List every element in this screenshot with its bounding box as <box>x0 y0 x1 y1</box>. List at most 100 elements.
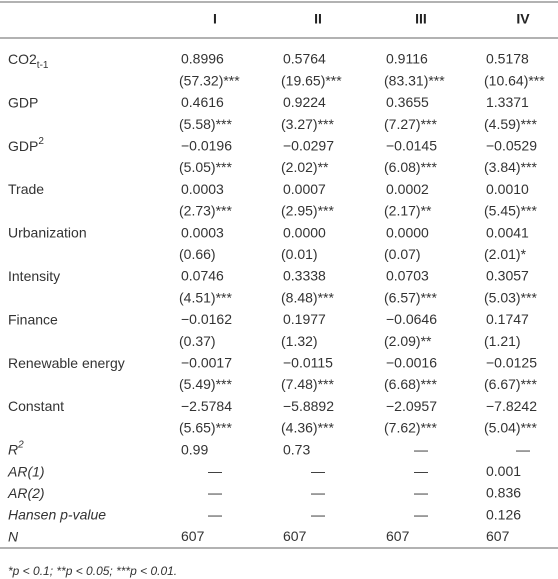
coefficient: 0.0000 <box>386 224 429 240</box>
coefficient: — <box>208 485 222 501</box>
test-statistic: (2.73)*** <box>179 203 232 219</box>
coefficient: — <box>414 506 428 522</box>
coefficient: −0.0125 <box>486 355 537 371</box>
coefficient: 0.9116 <box>386 51 428 67</box>
test-statistic: (5.58)*** <box>179 116 232 132</box>
coefficient: 0.0007 <box>283 181 326 197</box>
row-label: Finance <box>8 311 58 327</box>
coefficient: 0.4616 <box>181 94 224 110</box>
coefficient: −0.0145 <box>386 138 437 154</box>
coefficient: −2.0957 <box>386 398 437 414</box>
test-statistic: (83.31)*** <box>384 72 445 88</box>
row-label: GDP <box>8 94 38 110</box>
test-statistic: (2.02)** <box>281 159 329 175</box>
test-statistic: (5.49)*** <box>179 376 232 392</box>
coefficient: 0.99 <box>181 441 208 457</box>
row-label-text: AR(2) <box>7 485 45 501</box>
test-statistic: (6.67)*** <box>484 376 537 392</box>
coefficient: 0.3338 <box>283 268 326 284</box>
test-statistic: (8.48)*** <box>281 289 334 305</box>
test-statistic: (2.17)** <box>384 203 432 219</box>
test-statistic: (5.05)*** <box>179 159 232 175</box>
test-statistic: (6.57)*** <box>384 289 437 305</box>
test-statistic: (6.08)*** <box>384 159 437 175</box>
row-label-text: N <box>8 528 19 544</box>
coefficient: — <box>414 485 428 501</box>
test-statistic: (5.65)*** <box>179 420 232 436</box>
coefficient: 0.0002 <box>386 181 429 197</box>
row-label: AR(1) <box>7 463 45 479</box>
row-label-subscript: t-1 <box>37 60 49 71</box>
coefficient: −5.8892 <box>283 398 334 414</box>
coefficient: 0.1747 <box>486 311 529 327</box>
coefficient: 607 <box>386 528 410 544</box>
row-label-text: GDP <box>8 94 38 110</box>
test-statistic: (57.32)*** <box>179 72 240 88</box>
row-label-superscript: 2 <box>17 440 24 451</box>
coefficient: −0.0162 <box>181 311 232 327</box>
row-label: Trade <box>8 181 44 197</box>
coefficient: −0.0115 <box>283 355 333 371</box>
row-label: Renewable energy <box>8 355 125 371</box>
test-statistic: (5.04)*** <box>484 420 537 436</box>
coefficient: 0.0003 <box>181 224 224 240</box>
coefficient: −0.0529 <box>486 138 537 154</box>
row-label: AR(2) <box>7 485 45 501</box>
test-statistic: (2.01)* <box>484 246 527 262</box>
row-label: R2 <box>8 440 24 458</box>
row-label-text: Urbanization <box>8 224 87 240</box>
test-statistic: (5.45)*** <box>484 203 537 219</box>
test-statistic: (4.36)*** <box>281 420 334 436</box>
footnote: *p < 0.1; **p < 0.05; ***p < 0.01. <box>8 564 177 578</box>
row-label-text: GDP <box>8 138 38 154</box>
coefficient: 0.5178 <box>486 51 529 67</box>
coefficient: — <box>414 463 428 479</box>
test-statistic: (0.66) <box>179 246 216 262</box>
row-label: N <box>8 528 19 544</box>
test-statistic: (5.03)*** <box>484 289 537 305</box>
test-statistic: (0.07) <box>384 246 421 262</box>
coefficient: 0.836 <box>486 485 521 501</box>
coefficient: 0.126 <box>486 506 521 522</box>
coefficient: 0.0703 <box>386 268 429 284</box>
test-statistic: (3.27)*** <box>281 116 334 132</box>
column-header: III <box>415 11 427 27</box>
row-label-text: R <box>8 441 18 457</box>
coefficient: — <box>208 463 222 479</box>
coefficient: 0.8996 <box>181 51 224 67</box>
test-statistic: (10.64)*** <box>484 72 545 88</box>
test-statistic: (7.48)*** <box>281 376 334 392</box>
coefficient: 0.0746 <box>181 268 224 284</box>
coefficient: — <box>311 506 325 522</box>
coefficient: 0.9224 <box>283 94 326 110</box>
coefficient: 0.73 <box>283 441 310 457</box>
coefficient: −0.0016 <box>386 355 437 371</box>
test-statistic: (1.32) <box>281 333 318 349</box>
coefficient: — <box>208 506 222 522</box>
coefficient: 0.5764 <box>283 51 326 67</box>
row-label: Hansen p-value <box>8 506 106 522</box>
coefficient: 0.3655 <box>386 94 429 110</box>
coefficient: −7.8242 <box>486 398 537 414</box>
row-label-text: Finance <box>8 311 58 327</box>
coefficient: — <box>516 441 530 457</box>
row-label-text: Renewable energy <box>8 355 125 371</box>
test-statistic: (4.59)*** <box>484 116 537 132</box>
row-label: GDP2 <box>8 136 44 154</box>
row-label-superscript: 2 <box>38 136 44 147</box>
coefficient: 0.3057 <box>486 268 529 284</box>
test-statistic: (1.21) <box>484 333 521 349</box>
coefficient: 0.0010 <box>486 181 529 197</box>
coefficient: −2.5784 <box>181 398 232 414</box>
row-label: Intensity <box>8 268 60 284</box>
test-statistic: (19.65)*** <box>281 72 342 88</box>
coefficient: −0.0646 <box>386 311 437 327</box>
test-statistic: (7.62)*** <box>384 420 437 436</box>
coefficient: 607 <box>181 528 205 544</box>
row-label-text: Hansen p-value <box>8 506 106 522</box>
coefficient: 0.1977 <box>283 311 326 327</box>
coefficient: 0.0041 <box>486 224 529 240</box>
coefficient: −0.0017 <box>181 355 232 371</box>
column-header: II <box>314 11 322 27</box>
coefficient: — <box>311 485 325 501</box>
